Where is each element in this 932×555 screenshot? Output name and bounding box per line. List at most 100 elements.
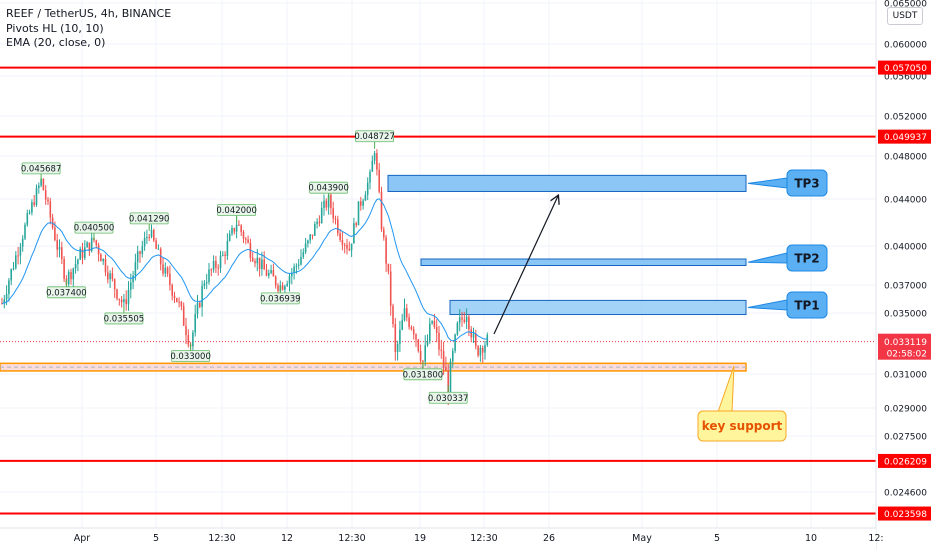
- drawings-layer: TP1 TP2 TP3 key support: [493, 169, 828, 442]
- target-box-tp2: [420, 258, 747, 266]
- candle-body: [332, 208, 334, 219]
- candle-body: [185, 325, 187, 336]
- pivot-label-box: [129, 212, 169, 225]
- candle-body: [42, 178, 45, 191]
- pivot-label-text: 0.036939: [260, 294, 301, 304]
- pivot-label-text: 0.041290: [129, 214, 170, 224]
- candle-body: [452, 350, 454, 362]
- time-tick-label: 5: [153, 533, 159, 544]
- candle-body: [86, 242, 88, 248]
- candle-body: [139, 251, 141, 254]
- candle-body: [295, 265, 298, 267]
- candle-body: [472, 333, 475, 338]
- candle-body: [134, 262, 137, 276]
- candle-body: [433, 320, 436, 327]
- candle-body: [224, 254, 226, 256]
- candle-body: [58, 247, 61, 250]
- time-tick-label: 12:30: [470, 533, 497, 544]
- price-line-tag-label: 0.026209: [884, 457, 927, 467]
- candle-body: [192, 332, 194, 347]
- tp-callout-label: TP1: [794, 299, 819, 313]
- pivot-label-box: [74, 221, 114, 234]
- candle-body: [268, 272, 270, 276]
- candle-body: [403, 308, 406, 321]
- current-price-label: 0.033119: [884, 338, 927, 348]
- tp-callout-box: [786, 169, 828, 197]
- candle-body: [201, 285, 203, 307]
- candle-body: [247, 239, 249, 243]
- candle-body: [376, 153, 378, 170]
- candle-body: [387, 263, 390, 272]
- candle-body: [481, 347, 484, 353]
- currency-button[interactable]: USDT: [887, 7, 923, 25]
- candle-body: [155, 240, 157, 249]
- candle-body: [238, 224, 240, 226]
- candle-body: [70, 271, 72, 280]
- legend-title: REEF / TetherUS, 4h, BINANCE: [6, 7, 172, 20]
- candle-body: [77, 259, 79, 265]
- candle-body: [28, 212, 31, 214]
- candle-body: [49, 201, 52, 218]
- candle-body: [318, 221, 321, 224]
- candle-body: [120, 299, 123, 303]
- candle-body: [40, 178, 42, 186]
- candle-body: [284, 285, 286, 290]
- candle-body: [136, 251, 139, 263]
- price-tick-label: 0.031000: [884, 371, 927, 381]
- candle-body: [458, 317, 461, 323]
- price-tick-label: 0.029000: [884, 405, 927, 415]
- candle-body: [88, 242, 91, 252]
- candle-body: [242, 232, 245, 239]
- target-box-tp3: [387, 174, 747, 192]
- time-tick-label: Apr: [74, 533, 91, 544]
- candle-body: [465, 316, 468, 322]
- pivot-label-text: 0.043900: [308, 184, 349, 194]
- candle-body: [84, 247, 86, 258]
- price-tick-label: 0.052000: [884, 113, 927, 123]
- candle-body: [263, 259, 265, 270]
- candle-body: [100, 254, 102, 262]
- candle-body: [130, 282, 132, 290]
- candle-body: [10, 269, 12, 281]
- horizontal-lines-layer: [0, 66, 876, 515]
- candle-body: [196, 302, 199, 315]
- legend-ema[interactable]: EMA (20, close, 0): [6, 36, 106, 49]
- pivot-label-text: 0.035505: [104, 314, 145, 324]
- candle-body: [102, 259, 104, 262]
- candle-body: [217, 267, 219, 269]
- candle-body: [56, 240, 58, 250]
- candle-body: [182, 306, 185, 326]
- candle-body: [341, 240, 344, 245]
- pivot-label-box: [171, 350, 211, 362]
- candle-body: [314, 224, 316, 236]
- current-price-tag: [878, 333, 931, 360]
- pivot-label-box: [217, 204, 257, 216]
- pivot-label-box: [104, 312, 144, 325]
- candle-body: [392, 305, 394, 324]
- chart-legend: REEF / TetherUS, 4h, BINANCE Pivots HL (…: [6, 7, 171, 51]
- support-callout-label: key support: [702, 419, 783, 433]
- price-tick-label: 0.035000: [884, 310, 927, 320]
- pivot-label-text: 0.033000: [170, 352, 211, 362]
- candle-body: [479, 347, 482, 356]
- candle-body: [97, 245, 100, 255]
- candle-body: [141, 246, 144, 254]
- legend-pivots[interactable]: Pivots HL (10, 10): [6, 21, 104, 35]
- candle-body: [373, 153, 376, 161]
- price-tick-label: 0.037000: [884, 282, 927, 292]
- candle-body: [143, 238, 146, 247]
- candle-body: [26, 213, 29, 225]
- pivot-label-text: 0.045687: [21, 164, 62, 174]
- candle-body: [406, 308, 408, 318]
- candle-body: [369, 171, 371, 183]
- candle-body: [104, 259, 107, 273]
- candle-body: [199, 302, 201, 307]
- tp-callout-pointer: [747, 299, 788, 311]
- price-line-tag-label: 0.023598: [884, 510, 927, 520]
- candle-body: [19, 246, 22, 256]
- candle-body: [435, 326, 438, 333]
- time-tick-label: 12:30: [208, 533, 235, 544]
- candle-body: [233, 227, 236, 232]
